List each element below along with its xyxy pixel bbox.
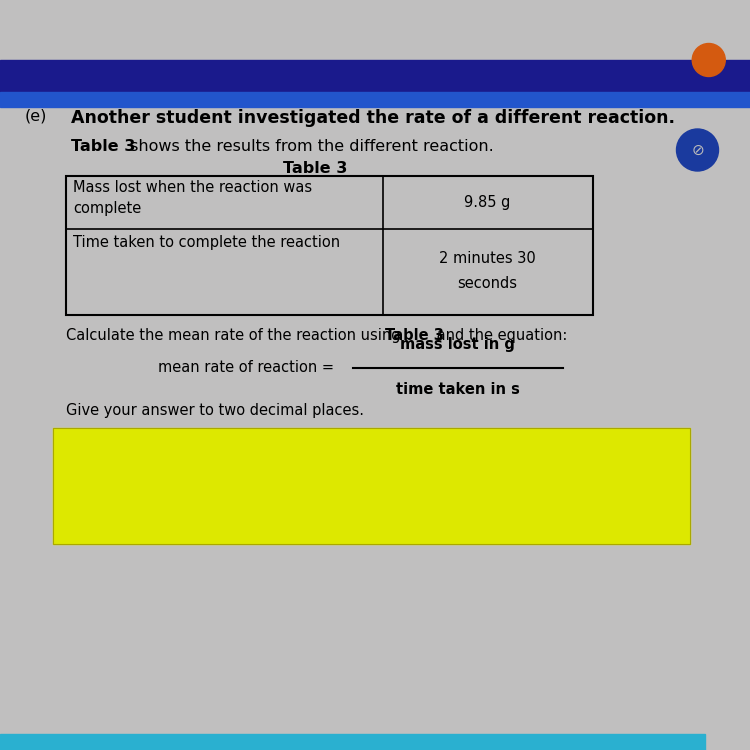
Text: Another student investigated the rate of a different reaction.: Another student investigated the rate of… [71,109,675,127]
Text: Calculate the mean rate of the reaction using: Calculate the mean rate of the reaction … [66,328,405,344]
Text: Table 3: Table 3 [71,139,136,154]
Text: mean rate of reaction =: mean rate of reaction = [158,360,338,375]
Bar [53,427,690,544]
Circle shape [676,129,718,171]
Text: Mass lost when the reaction was: Mass lost when the reaction was [74,180,313,195]
Text: shows the results from the different reaction.: shows the results from the different rea… [125,139,494,154]
Bar [0,92,750,107]
Bar [66,176,592,315]
Text: Give your answer to two decimal places.: Give your answer to two decimal places. [66,403,364,418]
Text: (e): (e) [25,109,47,124]
Text: Table 3: Table 3 [385,328,444,344]
Text: seconds: seconds [458,276,518,291]
Text: and the equation:: and the equation: [432,328,567,344]
Text: Time taken to complete the reaction: Time taken to complete the reaction [74,235,340,250]
Circle shape [692,44,725,76]
Text: Table 3: Table 3 [283,161,347,176]
Text: mass lost in g: mass lost in g [400,338,515,352]
Text: ⊘: ⊘ [692,142,703,158]
Text: 2 minutes 30: 2 minutes 30 [440,251,536,266]
Bar [0,60,750,92]
Bar [0,734,705,750]
Text: time taken in s: time taken in s [395,382,520,398]
Bar [53,427,690,544]
Text: complete: complete [74,201,142,216]
Text: 9.85 g: 9.85 g [464,195,511,210]
